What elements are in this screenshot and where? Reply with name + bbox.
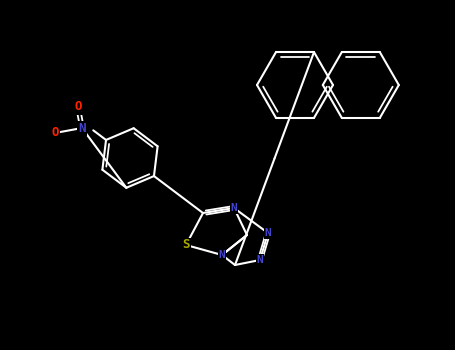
- Text: N: N: [78, 121, 86, 134]
- Text: N: N: [231, 203, 238, 213]
- Text: O: O: [51, 126, 59, 140]
- Text: N: N: [218, 250, 225, 260]
- Text: O: O: [74, 100, 82, 113]
- Text: S: S: [182, 238, 190, 252]
- Text: N: N: [265, 228, 271, 238]
- Text: N: N: [257, 255, 263, 265]
